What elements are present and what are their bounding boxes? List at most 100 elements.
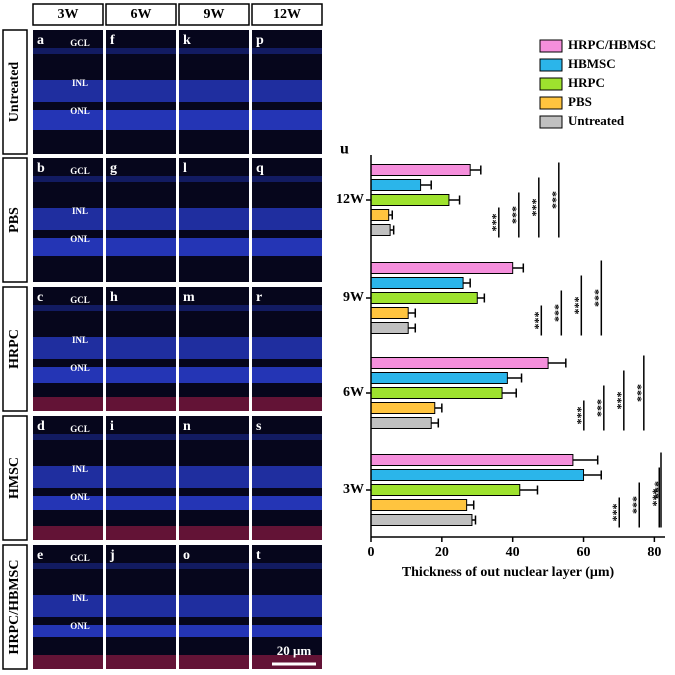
bar (370, 277, 464, 289)
x-tick-label: 40 (506, 545, 520, 560)
panel-letter: i (110, 419, 114, 434)
error-bar (388, 210, 394, 220)
red-signal (33, 397, 103, 411)
red-signal (252, 397, 322, 411)
onl-band (252, 238, 322, 256)
gcl-band (252, 48, 322, 54)
onl-band (179, 238, 249, 256)
x-tick-label: 60 (577, 545, 591, 560)
gcl-band (252, 563, 322, 569)
x-tick-label: 80 (647, 545, 661, 560)
red-signal (33, 526, 103, 540)
onl-band (179, 110, 249, 130)
legend-label: PBS (568, 94, 592, 109)
legend-label: Untreated (568, 113, 625, 128)
onl-band (33, 625, 103, 637)
scale-bar-label: 20 μm (277, 643, 312, 658)
red-signal (179, 526, 249, 540)
y-tick-label: 3W (343, 482, 364, 497)
gcl-band (106, 434, 176, 440)
onl-band (33, 496, 103, 510)
gcl-band (106, 176, 176, 182)
layer-label: INL (72, 593, 88, 603)
bar (370, 179, 422, 191)
gcl-band (252, 305, 322, 311)
column-header-box (251, 3, 323, 26)
onl-band (33, 367, 103, 383)
layer-label: ONL (70, 234, 90, 244)
bar (370, 307, 409, 319)
gcl-band (106, 563, 176, 569)
error-bar (408, 308, 417, 318)
significance-label: *** (611, 392, 625, 410)
row-label-box (2, 415, 28, 541)
layer-label: INL (72, 464, 88, 474)
row-label-box (2, 544, 28, 670)
gcl-band (179, 563, 249, 569)
layer-label: GCL (70, 424, 90, 434)
inl-band (106, 80, 176, 102)
legend-label: HBMSC (568, 56, 616, 71)
significance-label: *** (646, 489, 660, 507)
panel-letter: s (256, 419, 262, 434)
gcl-band (106, 48, 176, 54)
x-tick-label: 0 (368, 545, 375, 560)
onl-band (179, 625, 249, 637)
inl-band (252, 337, 322, 359)
significance-label: *** (569, 297, 583, 315)
bar (370, 292, 478, 304)
layer-label: ONL (70, 492, 90, 502)
panel-letter: b (37, 161, 45, 176)
legend-swatch (539, 96, 563, 110)
column-header: 9W (204, 7, 225, 22)
inl-band (179, 466, 249, 488)
error-bar (471, 515, 477, 525)
panel-letter: k (183, 33, 191, 48)
gcl-band (33, 305, 103, 311)
gcl-band (179, 176, 249, 182)
onl-band (106, 238, 176, 256)
x-tick-label: 20 (435, 545, 449, 560)
row-label: Untreated (7, 62, 22, 123)
panel-label: u (340, 141, 349, 158)
significance-label: *** (648, 481, 662, 499)
panel-letter: m (183, 290, 195, 305)
error-bar (434, 403, 443, 413)
error-bar (507, 373, 523, 383)
bar (370, 484, 521, 496)
red-signal (106, 655, 176, 669)
error-bar (448, 195, 461, 205)
error-bar (431, 418, 440, 428)
significance-label: *** (591, 399, 605, 417)
panel-letter: h (110, 290, 118, 305)
onl-band (252, 625, 322, 637)
y-tick-label: 9W (343, 290, 364, 305)
column-header: 3W (58, 7, 79, 22)
error-bar (390, 225, 395, 235)
row-label-box (2, 29, 28, 155)
layer-label: ONL (70, 363, 90, 373)
row-label-box (2, 286, 28, 412)
bar (370, 402, 436, 414)
error-bar (519, 485, 539, 495)
onl-band (106, 110, 176, 130)
onl-band (252, 110, 322, 130)
inl-band (252, 466, 322, 488)
row-label-box (2, 157, 28, 283)
layer-label: ONL (70, 106, 90, 116)
panel-letter: p (256, 33, 264, 48)
gcl-band (179, 305, 249, 311)
row-label: HMSC (7, 457, 22, 499)
inl-band (179, 595, 249, 617)
inl-band (179, 208, 249, 230)
legend-label: HRPC (568, 75, 605, 90)
error-bar (470, 165, 482, 175)
layer-label: INL (72, 206, 88, 216)
red-signal (106, 397, 176, 411)
error-bar (477, 293, 486, 303)
significance-label: *** (626, 496, 640, 514)
layer-label: GCL (70, 166, 90, 176)
error-bar (512, 263, 525, 273)
bar (370, 454, 574, 466)
